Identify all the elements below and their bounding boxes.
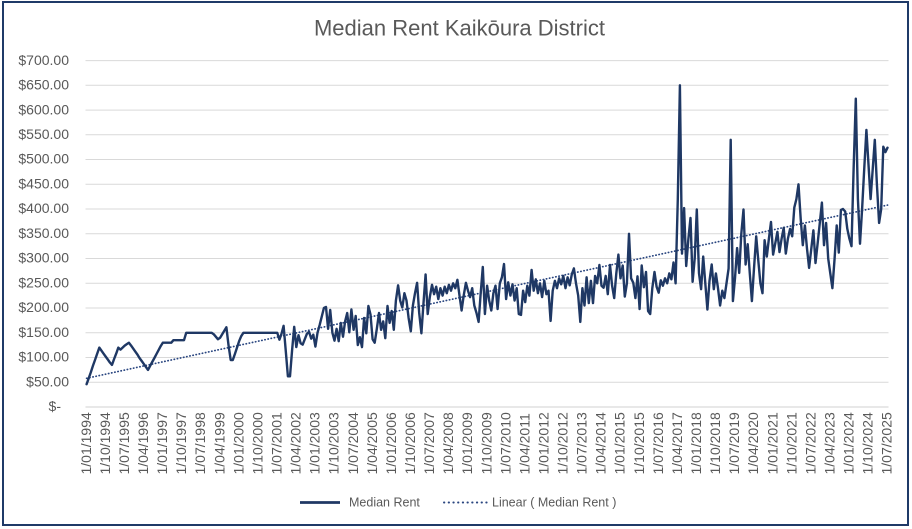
svg-text:$450.00: $450.00 [18,176,69,192]
svg-text:1/01/2000: 1/01/2000 [230,412,246,474]
svg-text:$100.00: $100.00 [18,349,69,365]
svg-text:$650.00: $650.00 [18,77,69,93]
svg-text:1/04/2011: 1/04/2011 [516,413,532,474]
svg-text:$350.00: $350.00 [18,225,69,241]
svg-text:1/10/2009: 1/10/2009 [478,412,494,474]
svg-text:1/04/2020: 1/04/2020 [745,412,761,474]
svg-text:1/10/1994: 1/10/1994 [97,412,113,474]
svg-text:1/04/1996: 1/04/1996 [135,412,151,474]
svg-text:1/10/2015: 1/10/2015 [631,412,647,474]
svg-text:1/07/2004: 1/07/2004 [345,412,361,474]
svg-text:$600.00: $600.00 [18,101,69,117]
svg-text:1/04/2002: 1/04/2002 [288,412,304,474]
svg-text:$550.00: $550.00 [18,126,69,142]
svg-text:1/10/2012: 1/10/2012 [555,412,571,474]
svg-text:1/07/2025: 1/07/2025 [879,412,895,474]
svg-text:$250.00: $250.00 [18,275,69,291]
svg-text:1/01/2015: 1/01/2015 [612,412,628,474]
svg-text:1/07/2022: 1/07/2022 [803,412,819,474]
svg-text:1/01/2003: 1/01/2003 [307,412,323,474]
svg-text:$200.00: $200.00 [18,299,69,315]
svg-text:1/01/2006: 1/01/2006 [383,412,399,474]
svg-text:1/01/2018: 1/01/2018 [688,412,704,474]
svg-text:1/10/2003: 1/10/2003 [326,412,342,474]
svg-text:1/07/1998: 1/07/1998 [192,412,208,474]
svg-text:1/01/2024: 1/01/2024 [841,412,857,474]
svg-text:Linear ( Median Rent ): Linear ( Median Rent ) [492,496,616,510]
svg-text:1/04/1999: 1/04/1999 [211,412,227,474]
svg-text:1/04/2017: 1/04/2017 [669,412,685,474]
svg-text:1/07/1995: 1/07/1995 [116,412,132,474]
svg-text:1/01/1994: 1/01/1994 [78,412,94,474]
svg-text:1/10/2021: 1/10/2021 [783,412,799,474]
svg-text:1/10/2000: 1/10/2000 [249,412,265,474]
svg-text:1/07/2019: 1/07/2019 [726,412,742,474]
svg-text:1/10/1997: 1/10/1997 [173,412,189,474]
svg-text:1/10/2024: 1/10/2024 [860,412,876,474]
svg-text:1/07/2013: 1/07/2013 [574,412,590,474]
svg-text:1/10/2006: 1/10/2006 [402,412,418,474]
svg-text:1/07/2010: 1/07/2010 [497,412,513,474]
svg-text:Median Rent Kaikōura District: Median Rent Kaikōura District [314,16,605,41]
svg-text:$500.00: $500.00 [18,151,69,167]
svg-text:$400.00: $400.00 [18,200,69,216]
svg-text:$-: $- [49,398,62,414]
svg-text:$50.00: $50.00 [26,374,69,390]
svg-text:1/07/2007: 1/07/2007 [421,412,437,474]
svg-text:1/04/2008: 1/04/2008 [440,412,456,474]
svg-text:$150.00: $150.00 [18,324,69,340]
svg-text:$300.00: $300.00 [18,250,69,266]
svg-text:1/07/2001: 1/07/2001 [269,412,285,474]
svg-text:1/04/2005: 1/04/2005 [364,412,380,474]
svg-text:1/10/2018: 1/10/2018 [707,412,723,474]
svg-text:1/01/2012: 1/01/2012 [536,412,552,474]
svg-text:Median Rent: Median Rent [349,496,420,510]
svg-text:1/01/2021: 1/01/2021 [764,412,780,474]
svg-text:1/04/2023: 1/04/2023 [822,412,838,474]
svg-text:$700.00: $700.00 [18,52,69,68]
svg-text:1/04/2014: 1/04/2014 [593,412,609,474]
svg-text:1/01/2009: 1/01/2009 [459,412,475,474]
svg-text:1/01/1997: 1/01/1997 [154,412,170,474]
svg-text:1/07/2016: 1/07/2016 [650,412,666,474]
